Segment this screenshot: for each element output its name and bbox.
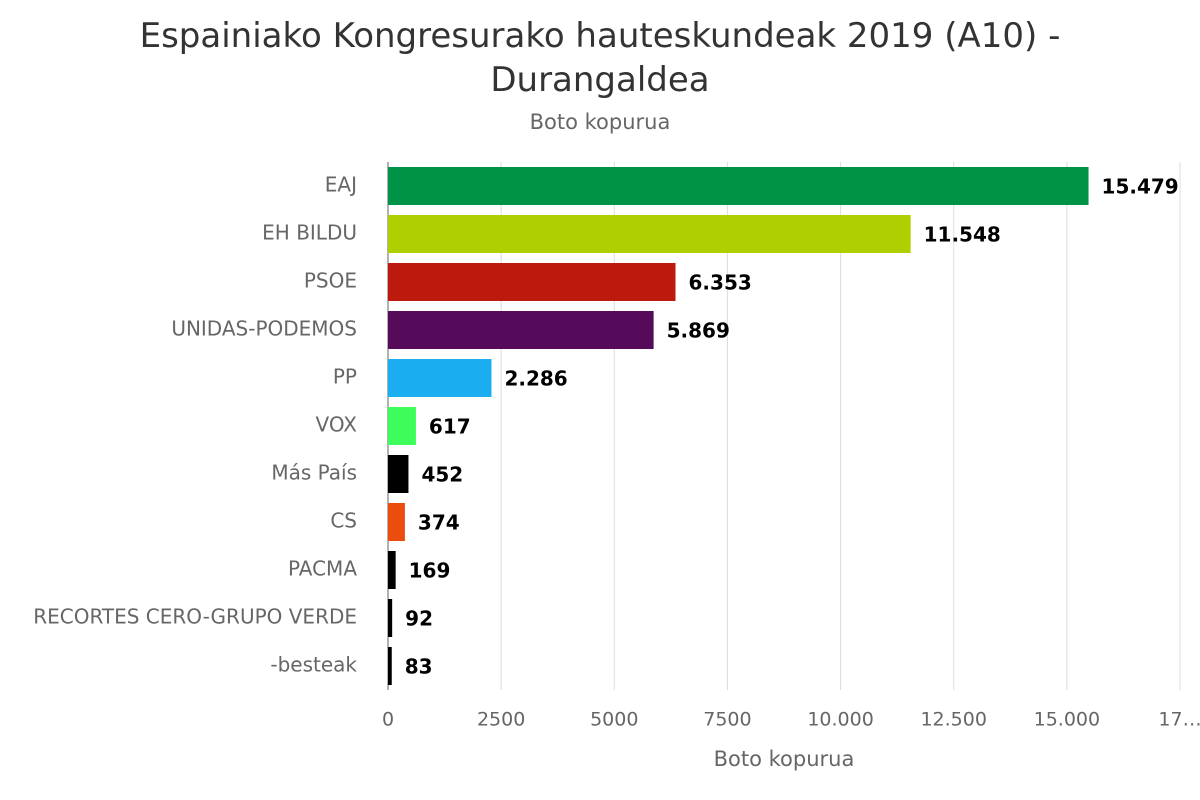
value-label: 452	[421, 463, 463, 487]
value-label: 5.869	[667, 319, 730, 343]
value-label: 6.353	[689, 271, 752, 295]
y-tick-label: RECORTES CERO-GRUPO VERDE	[33, 605, 357, 629]
bar	[388, 455, 409, 493]
value-label: 11.548	[924, 223, 1001, 247]
x-axis-label: Boto kopurua	[714, 747, 855, 771]
x-tick-label: 7500	[703, 709, 751, 731]
y-tick-label: -besteak	[270, 653, 357, 677]
bar	[388, 647, 392, 685]
x-tick-label: 5000	[590, 709, 638, 731]
chart-subtitle: Boto kopurua	[529, 110, 671, 134]
x-tick-label: 17…	[1158, 709, 1200, 731]
value-label: 83	[405, 655, 433, 679]
value-label: 169	[409, 559, 451, 583]
x-tick-label: 0	[382, 709, 394, 731]
value-label: 15.479	[1102, 175, 1179, 199]
value-label: 374	[418, 511, 460, 535]
bar	[388, 551, 396, 589]
y-tick-label: UNIDAS-PODEMOS	[171, 317, 357, 341]
y-tick-label: Más País	[271, 461, 357, 485]
y-tick-label: VOX	[316, 413, 358, 437]
value-label: 2.286	[504, 367, 567, 391]
y-tick-label: PP	[333, 365, 357, 389]
bar	[388, 359, 492, 397]
bar	[388, 599, 393, 637]
y-tick-label: CS	[330, 509, 357, 533]
bar	[388, 215, 911, 253]
y-tick-label: EH BILDU	[262, 221, 357, 245]
value-label: 617	[429, 415, 471, 439]
bar	[388, 167, 1089, 205]
x-tick-label: 12.500	[920, 709, 986, 731]
bar	[388, 263, 676, 301]
bar	[388, 311, 654, 349]
bar	[388, 503, 405, 541]
chart-title: Espainiako Kongresurako hauteskundeak 20…	[139, 16, 1061, 100]
value-label: 92	[405, 607, 433, 631]
y-tick-label: EAJ	[325, 173, 357, 197]
y-tick-label: PSOE	[304, 269, 357, 293]
x-tick-label: 15.000	[1034, 709, 1100, 731]
bar	[388, 407, 416, 445]
y-tick-label: PACMA	[288, 557, 357, 581]
x-tick-label: 10.000	[807, 709, 873, 731]
x-tick-label: 2500	[477, 709, 525, 731]
